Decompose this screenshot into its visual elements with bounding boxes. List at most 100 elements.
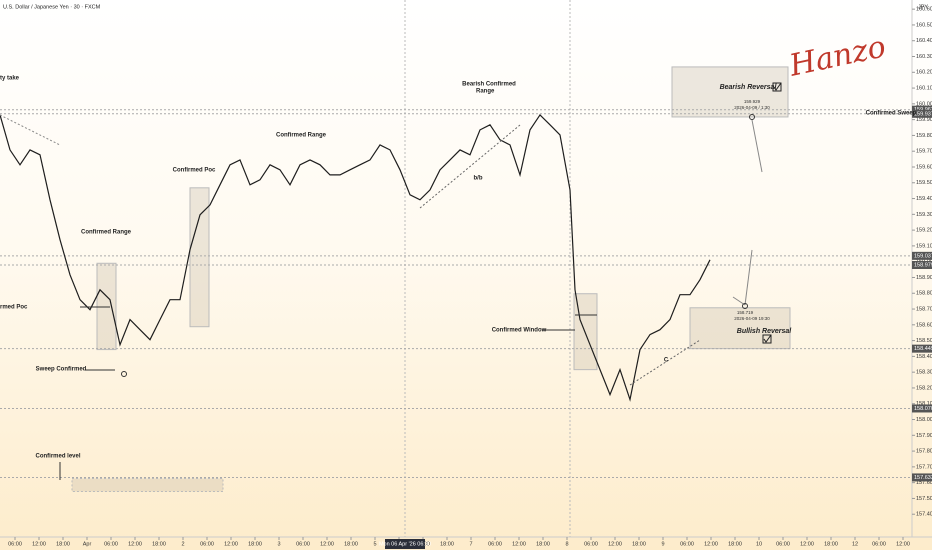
plot: 157.400 157.500 157.600 157.700 157.800 157.9… (0, 7, 932, 549)
price-label: 159.937 (914, 111, 932, 117)
zone (573, 293, 598, 371)
x-tick-label: 18:00 (632, 541, 646, 547)
x-tick-label: 06:00 (104, 541, 118, 547)
price-box (912, 473, 932, 482)
x-tick-label: 8 (565, 541, 568, 547)
x-tick-label: 9 (661, 541, 664, 547)
zone (671, 66, 789, 118)
x-tick-label: 06:00 (200, 541, 214, 547)
annotation: Confirmed Range (81, 230, 132, 236)
y-tick-label: 159.400 (916, 196, 932, 202)
x-tick-label: 12:00 (32, 541, 46, 547)
y-tick-label: 158.800 (916, 291, 932, 297)
y-tick-label: 160.100 (916, 86, 932, 92)
price-box (912, 404, 932, 413)
y-tick-label: 159.800 (916, 133, 932, 139)
x-tick-label: 06:00 (872, 541, 886, 547)
y-tick-label: 158.300 (916, 370, 932, 376)
annotation: Confirmed Poc (173, 168, 216, 174)
x-tick-label: 18:00 (344, 541, 358, 547)
y-tick-label: 157.500 (916, 496, 932, 502)
y-tick-label: 158.400 (916, 354, 932, 360)
y-tick-label: 159.600 (916, 164, 932, 170)
price-label: 157.633 (914, 475, 932, 481)
x-tick-label: 2 (181, 541, 184, 547)
annotation: C (664, 358, 669, 364)
x-tick-label: 12:00 (320, 541, 334, 547)
x-tick-label: 06:00 (296, 541, 310, 547)
price-box (912, 251, 932, 260)
annotation: Bullish Reversal (737, 328, 793, 335)
check (763, 334, 772, 343)
annotation: Confirmed level (35, 454, 80, 460)
annotation: Sweep Confirmed (36, 367, 87, 373)
crosshair-label: Mon 06 Apr '26 06:30 (379, 541, 431, 547)
x-tick-label: 12:00 (128, 541, 142, 547)
x-tick-label: 18:00 (248, 541, 262, 547)
zone (189, 187, 210, 328)
trend-line (629, 339, 701, 386)
price-label: 158.979 (914, 262, 932, 268)
price-label: 159.037 (914, 253, 932, 259)
y-tick-label: 158.900 (916, 275, 932, 281)
currency: JPY (918, 4, 928, 10)
y-tick-label: 160.300 (916, 54, 932, 60)
annotation: Confirmed Window (492, 328, 547, 334)
arrow (751, 119, 763, 173)
annotation: rmed Poc (0, 305, 28, 311)
check-box (772, 82, 782, 92)
price-box (912, 105, 932, 114)
arrow (732, 296, 746, 306)
zone (96, 262, 117, 351)
x-tick-label: 12 (852, 541, 858, 547)
y-tick-label: 157.800 (916, 449, 932, 455)
trend-line (0, 114, 61, 146)
x-tick-label: 12:00 (704, 541, 718, 547)
annotation: Confirmed Range (276, 133, 327, 139)
annotation: 2026-04-09 19:30 (734, 316, 770, 321)
x-tick-label: 06:00 (680, 541, 694, 547)
x-tick-label: Apr (83, 541, 92, 547)
y-tick-label: 157.700 (916, 464, 932, 470)
y-tick-label: 159.700 (916, 149, 932, 155)
x-tick-label: 18:00 (728, 541, 742, 547)
arrow (744, 249, 753, 306)
y-tick-label: 160.600 (916, 7, 932, 13)
check (773, 82, 782, 91)
x-tick-label: 06:00 (8, 541, 22, 547)
marker (749, 114, 755, 120)
y-tick-label: 158.100 (916, 401, 932, 407)
x-tick-label: 7 (469, 541, 472, 547)
crosshair-box (385, 539, 425, 549)
price-label: 158.449 (914, 346, 932, 352)
marker (121, 371, 127, 377)
annotation: 158.719 (737, 310, 754, 315)
y-tick-label: 157.400 (916, 512, 932, 518)
y-tick-label: 159.200 (916, 228, 932, 234)
y-tick-label: 158.600 (916, 322, 932, 328)
x-tick-label: 18:00 (440, 541, 454, 547)
x-tick-label: 18:00 (56, 541, 70, 547)
zone (71, 478, 224, 492)
x-tick-label: 06:00 (584, 541, 598, 547)
y-tick-label: 158.500 (916, 338, 932, 344)
x-tick-label: 06:00 (776, 541, 790, 547)
chart-title: U.S. Dollar / Japanese Yen · 30 · FXCM (3, 4, 101, 10)
y-tick-label: 160.500 (916, 22, 932, 28)
y-tick-label: 158.200 (916, 385, 932, 391)
x-tick-label: 3 (277, 541, 280, 547)
x-tick-label: 18:00 (824, 541, 838, 547)
x-tick-label: 18:00 (536, 541, 550, 547)
annotation: Range (476, 89, 495, 95)
y-tick-label: 160.000 (916, 101, 932, 107)
x-tick-label: 12:00 (800, 541, 814, 547)
marker (742, 303, 748, 309)
trend-line (419, 124, 521, 209)
annotation: 2026-04-09 / 1:30 (734, 105, 770, 110)
price-label: 158.070 (914, 406, 932, 412)
x-tick-label: 12:00 (224, 541, 238, 547)
y-tick-label: 159.900 (916, 117, 932, 123)
price-box (912, 344, 932, 353)
x-tick-label: 12:00 (608, 541, 622, 547)
